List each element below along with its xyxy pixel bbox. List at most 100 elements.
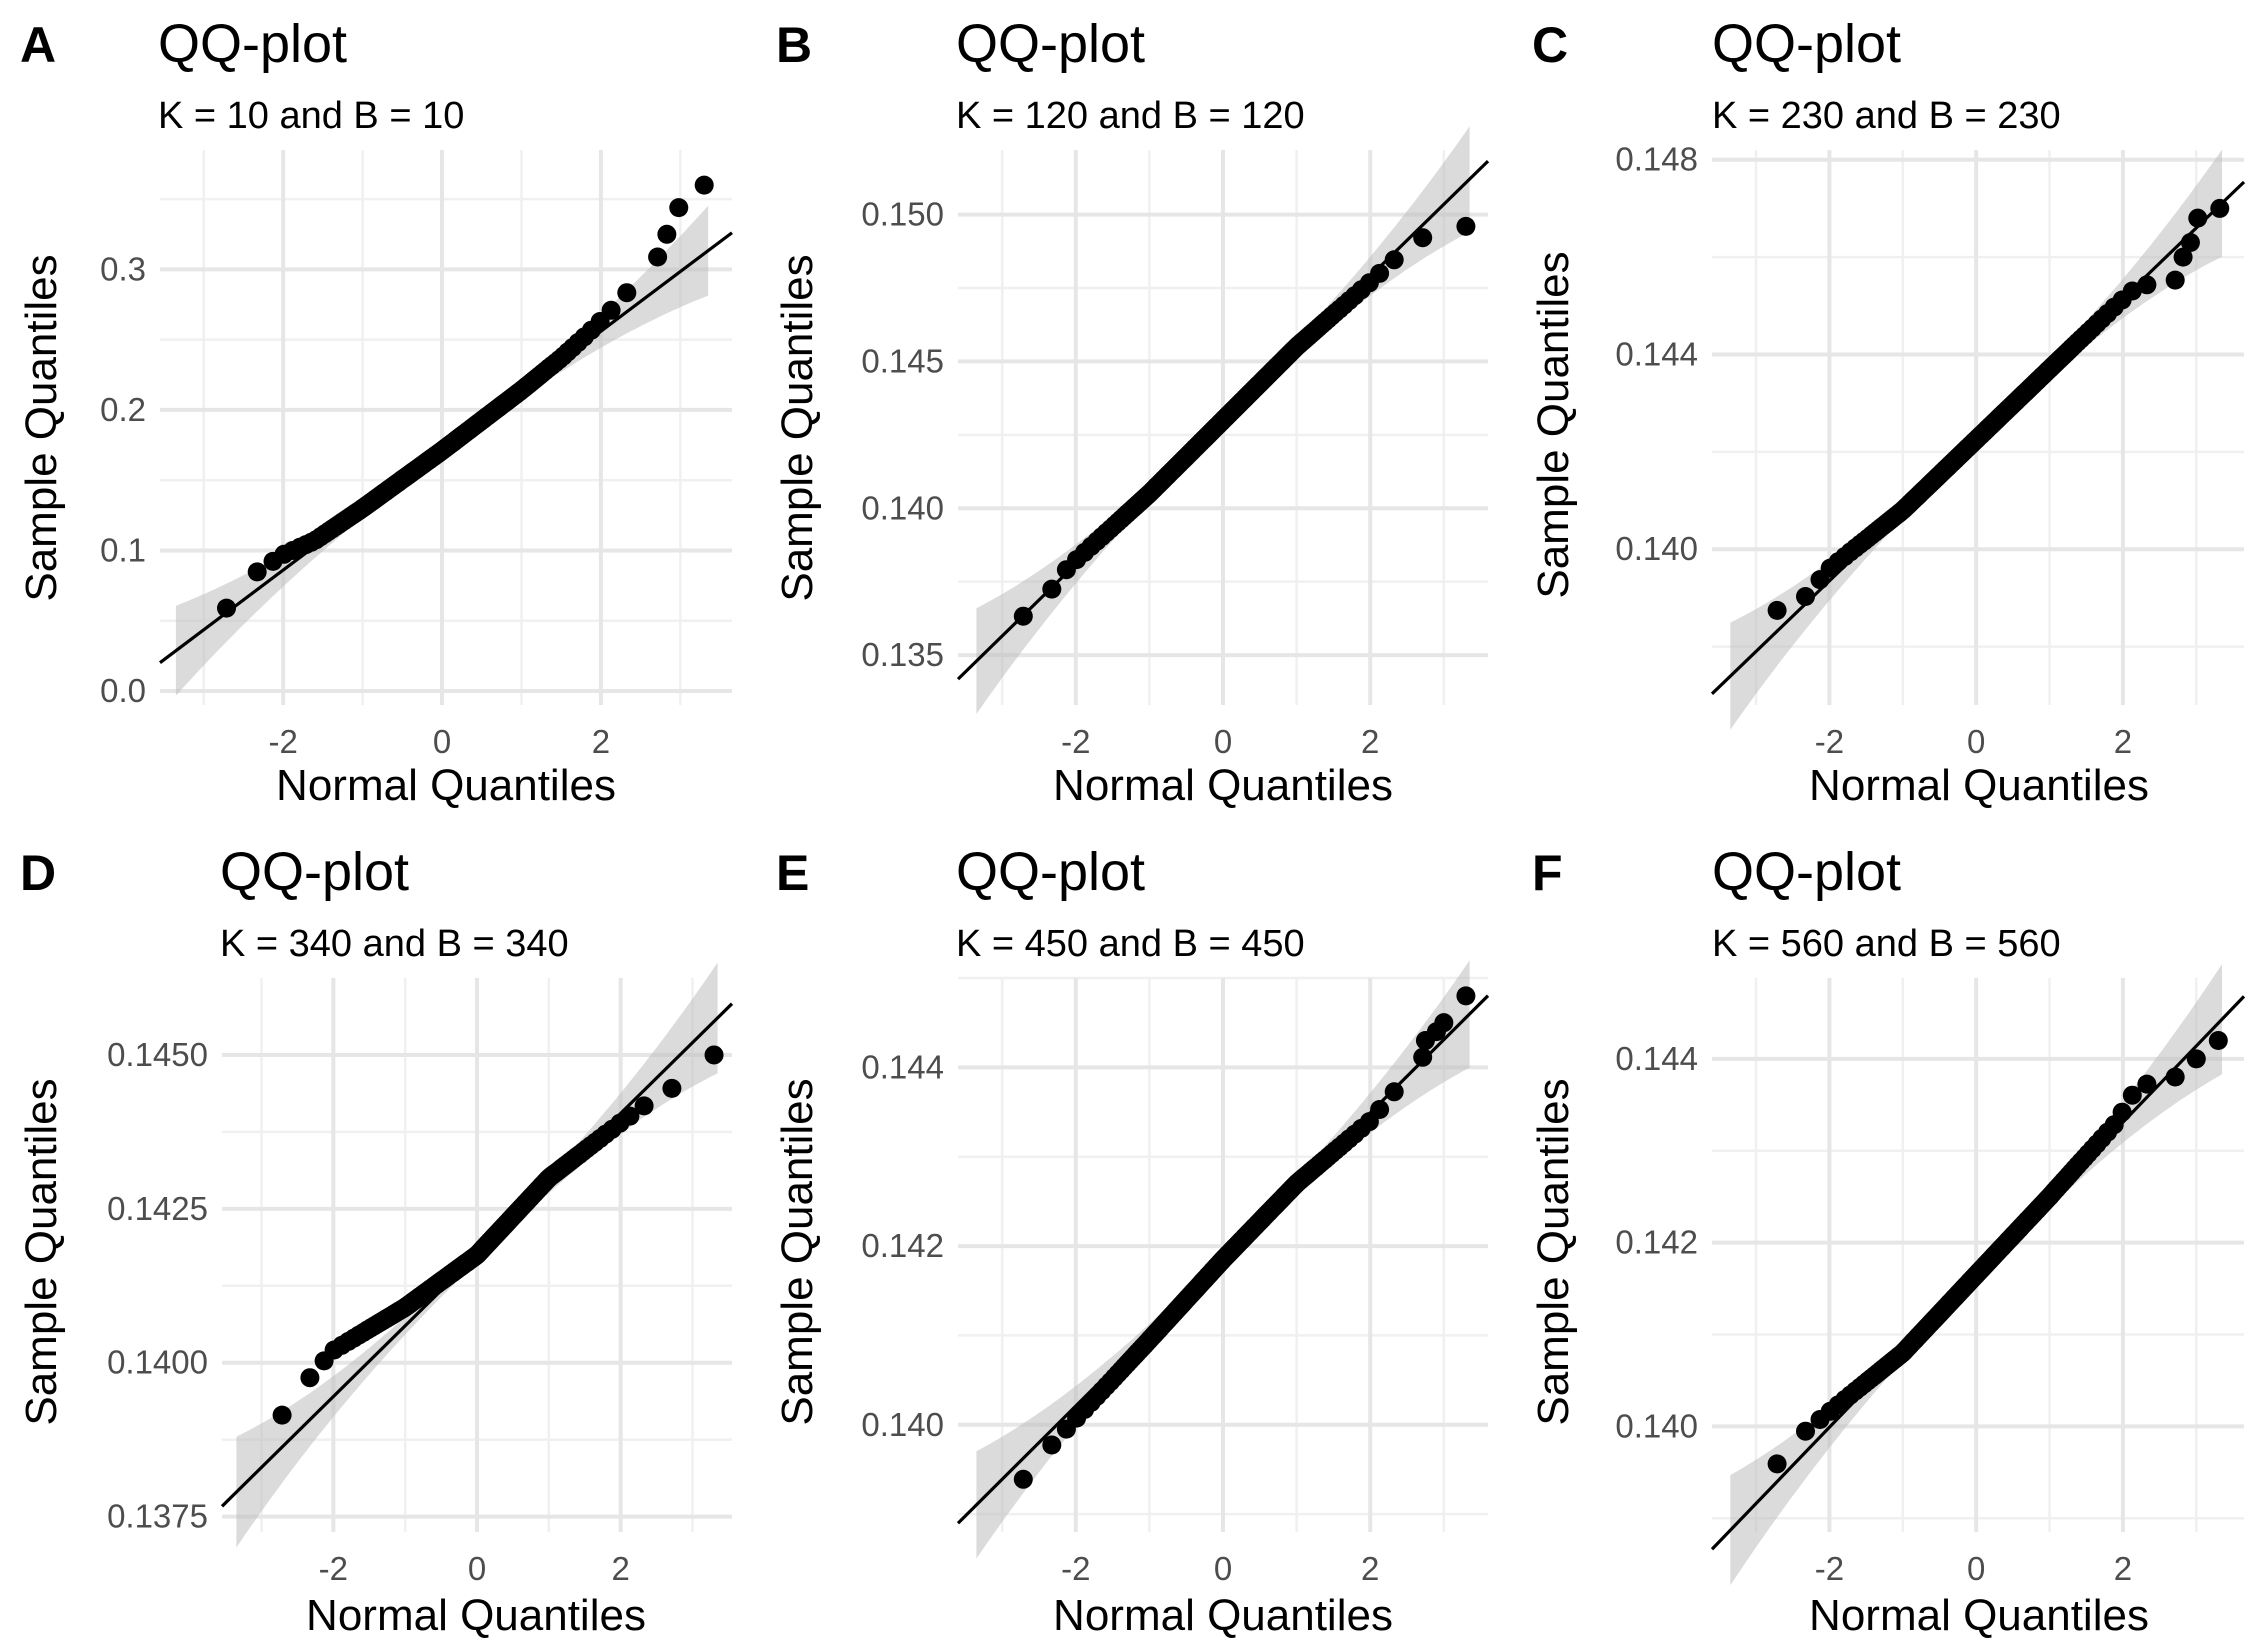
data-point (2210, 198, 2230, 218)
data-point (1434, 1013, 1454, 1033)
y-tick-label: 0.1 (100, 531, 146, 568)
data-point (2186, 1049, 2206, 1069)
panel-a: A QQ-plot K = 10 and B = 10 -2 0 2 0.0 0.1 0.… (17, 14, 733, 810)
data-point (620, 1106, 640, 1126)
y-axis-title: Sample Quantiles (1529, 1078, 1578, 1425)
data-point (648, 247, 668, 267)
plot-subtitle: K = 560 and B = 560 (1712, 923, 2061, 965)
x-tick-label: -2 (319, 1550, 348, 1587)
data-point (2122, 1085, 2142, 1105)
x-axis-title: Normal Quantiles (1053, 1591, 1393, 1640)
x-axis-title: Normal Quantiles (1053, 761, 1393, 810)
data-point (1384, 250, 1404, 270)
data-point (601, 300, 621, 320)
data-point (1370, 1100, 1390, 1119)
y-tick-label: 0.140 (1615, 530, 1698, 567)
panel-f: F QQ-plot K = 560 and B = 560 -2 0 2 0.140 0… (1529, 842, 2246, 1640)
x-axis-title: Normal Quantiles (1809, 761, 2149, 810)
data-point (694, 175, 714, 195)
x-axis-title: Normal Quantiles (306, 1591, 646, 1640)
panel-letter: E (776, 845, 809, 901)
data-point (2137, 275, 2157, 295)
y-axis-title: Sample Quantiles (773, 254, 822, 601)
x-tick-label: 0 (1967, 1550, 1985, 1587)
data-point (2173, 247, 2193, 267)
data-point (1013, 1469, 1033, 1489)
y-tick-label: 0.142 (861, 1227, 944, 1264)
plot-area: -2 0 2 0.140 0.142 0.144 (861, 960, 1490, 1587)
plot-area: -2 0 2 0.140 0.142 0.144 (1615, 964, 2246, 1587)
data-point (1767, 1454, 1787, 1474)
data-point (1767, 600, 1787, 620)
y-tick-label: 0.135 (861, 636, 944, 673)
plot-area: -2 0 2 0.1375 0.1400 0.1425 0.1450 (107, 962, 734, 1587)
y-axis-title: Sample Quantiles (1529, 251, 1578, 598)
plot-title: QQ-plot (220, 842, 409, 902)
plot-title: QQ-plot (956, 14, 1145, 74)
y-tick-label: 0.140 (1615, 1407, 1698, 1444)
data-point (2188, 208, 2208, 228)
x-tick-label: 2 (1361, 1550, 1379, 1587)
y-tick-label: 0.1425 (107, 1190, 208, 1227)
x-tick-label: -2 (1815, 1550, 1844, 1587)
y-axis-title: Sample Quantiles (17, 1078, 66, 1425)
panel-c: C QQ-plot K = 230 and B = 230 -2 0 2 0.140 0… (1529, 14, 2246, 810)
y-tick-label: 0.1375 (107, 1498, 208, 1535)
x-tick-label: -2 (268, 723, 297, 760)
data-point (2112, 1102, 2132, 1122)
x-axis-title: Normal Quantiles (276, 761, 616, 810)
data-point (1384, 1082, 1404, 1102)
plot-area: -2 0 2 0.135 0.140 0.145 0.150 (861, 126, 1490, 760)
data-point (634, 1096, 654, 1116)
plot-subtitle: K = 10 and B = 10 (158, 95, 464, 137)
plot-title: QQ-plot (956, 842, 1145, 902)
panel-b: B QQ-plot K = 120 and B = 120 -2 0 2 0.135 0… (773, 14, 1490, 810)
y-axis-title: Sample Quantiles (773, 1078, 822, 1425)
plot-subtitle: K = 450 and B = 450 (956, 923, 1305, 965)
y-tick-label: 0.1450 (107, 1036, 208, 1073)
data-point (2208, 1030, 2228, 1050)
plot-title: QQ-plot (158, 14, 347, 74)
plot-area: -2 0 2 0.140 0.144 0.148 (1615, 141, 2246, 760)
panel-letter: C (1532, 17, 1568, 73)
data-point (2137, 1074, 2157, 1094)
y-tick-label: 0.148 (1615, 141, 1698, 178)
x-tick-label: 2 (592, 723, 610, 760)
y-tick-label: 0.0 (100, 672, 146, 709)
panel-letter: A (20, 17, 56, 73)
plot-subtitle: K = 230 and B = 230 (1712, 95, 2061, 137)
x-tick-label: 0 (433, 723, 451, 760)
data-point (657, 224, 677, 244)
panel-letter: D (20, 845, 56, 901)
data-point (1370, 263, 1390, 283)
data-point (2165, 270, 2185, 290)
data-point (617, 283, 637, 303)
y-tick-label: 0.145 (861, 342, 944, 379)
x-tick-label: 0 (1214, 723, 1232, 760)
data-point (217, 598, 236, 618)
panel-e: E QQ-plot K = 450 and B = 450 -2 0 2 0.140 0… (773, 842, 1490, 1640)
plot-subtitle: K = 340 and B = 340 (220, 923, 569, 965)
data-point (1413, 1047, 1433, 1067)
data-point (1042, 1435, 1062, 1455)
y-tick-label: 0.1400 (107, 1344, 208, 1381)
x-tick-label: 2 (1361, 723, 1379, 760)
data-point (2122, 281, 2142, 301)
plot-subtitle: K = 120 and B = 120 (956, 95, 1305, 137)
data-point (247, 562, 267, 582)
x-tick-label: 0 (468, 1550, 486, 1587)
x-axis-title: Normal Quantiles (1809, 1591, 2149, 1640)
x-tick-label: 2 (611, 1550, 629, 1587)
y-axis-title: Sample Quantiles (17, 254, 66, 601)
data-point (300, 1368, 320, 1388)
y-tick-label: 0.144 (1615, 1040, 1698, 1077)
data-point (1013, 606, 1033, 626)
data-point (704, 1045, 724, 1065)
x-tick-label: -2 (1061, 1550, 1090, 1587)
data-point (2165, 1067, 2185, 1087)
data-point (272, 1405, 292, 1425)
x-tick-label: 2 (2114, 1550, 2132, 1587)
y-tick-label: 0.3 (100, 250, 146, 287)
panel-letter: F (1532, 845, 1563, 901)
